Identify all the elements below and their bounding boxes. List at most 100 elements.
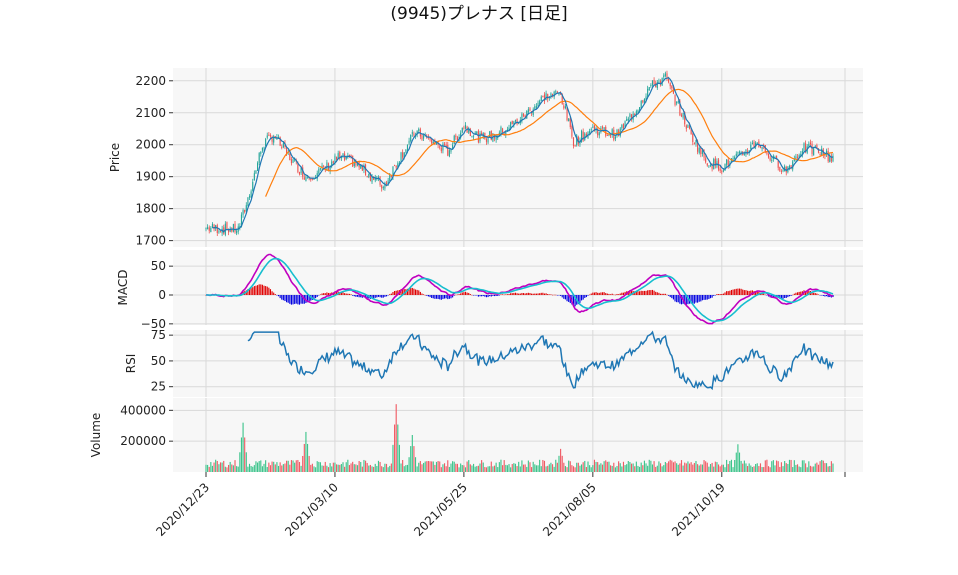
candle-body <box>543 94 546 102</box>
volume-bar <box>332 462 334 472</box>
candle-body <box>682 112 684 118</box>
volume-bar <box>247 466 249 472</box>
candle-body <box>385 182 388 185</box>
candle-body <box>361 165 363 171</box>
candle-body <box>580 130 583 143</box>
volume-bar <box>640 462 642 472</box>
volume-bar <box>748 463 750 472</box>
candle-body <box>769 157 771 161</box>
volume-bar <box>763 467 765 472</box>
candle-body <box>271 136 273 142</box>
volume-bar <box>511 464 513 472</box>
macd-hist-bar <box>635 291 637 295</box>
volume-bar <box>619 463 621 472</box>
macd-hist-bar <box>522 293 525 295</box>
volume-bar <box>318 461 320 472</box>
macd-hist-bar <box>358 295 360 298</box>
volume-bar <box>650 460 652 472</box>
macd-hist-bar <box>779 295 781 299</box>
volume-bar <box>761 467 763 472</box>
volume-bar <box>779 466 781 472</box>
candle-body <box>563 105 565 109</box>
macd-hist-bar <box>824 295 826 297</box>
candle-body <box>253 173 255 181</box>
candle-body <box>626 119 628 121</box>
candle-body <box>813 148 815 156</box>
macd-hist-bar <box>429 295 431 298</box>
volume-bar <box>829 466 831 472</box>
volume-bar <box>347 459 349 472</box>
volume-bar <box>261 466 263 472</box>
candle-body <box>522 113 525 117</box>
volume-bar <box>313 466 315 472</box>
candle-body <box>408 140 410 144</box>
candle-body <box>239 225 241 228</box>
volume-bar <box>297 459 299 472</box>
macd-hist-bar <box>647 290 649 295</box>
macd-hist-bar <box>651 289 654 295</box>
candle-body <box>356 162 359 166</box>
macd-hist-bar <box>274 294 276 295</box>
volume-bar <box>717 464 720 472</box>
candle-body <box>352 155 354 167</box>
candle-body <box>685 125 687 129</box>
macd-hist-bar <box>302 295 304 304</box>
volume-bar <box>695 460 697 472</box>
macd-hist-bar <box>590 293 592 295</box>
macd-hist-bar <box>772 295 774 298</box>
macd-hist-bar <box>268 287 270 295</box>
volume-bar <box>213 462 215 472</box>
candle-body <box>432 141 434 145</box>
macd-hist-bar <box>630 291 633 295</box>
candle-body <box>819 154 821 156</box>
candle-body <box>268 134 270 136</box>
volume-ytick-label: 400000 <box>120 403 166 417</box>
macd-hist-bar <box>435 295 438 299</box>
candle-body <box>534 106 536 109</box>
candle-body <box>502 128 504 133</box>
volume-bar <box>647 465 649 472</box>
candle-body <box>442 143 444 151</box>
candle-body <box>368 173 370 178</box>
macd-hist-bar <box>601 292 604 295</box>
candle-body <box>345 157 347 160</box>
macd-hist-bar <box>247 289 249 295</box>
macd-hist-bar <box>397 290 399 295</box>
candle-body <box>790 165 792 169</box>
macd-hist-bar <box>453 295 455 296</box>
macd-hist-bar <box>456 294 459 296</box>
candle-body <box>697 140 699 152</box>
macd-hist-bar <box>318 295 320 296</box>
volume-bar <box>379 461 381 472</box>
volume-bar <box>817 464 820 472</box>
candle-body <box>584 133 586 140</box>
candle-body <box>713 159 715 170</box>
volume-bar <box>519 466 521 472</box>
volume-bar <box>543 460 546 472</box>
volume-bar <box>323 465 325 472</box>
volume-bar <box>651 464 654 472</box>
macd-hist-bar <box>402 289 404 295</box>
candle-body <box>331 161 333 167</box>
candle-body <box>289 153 291 161</box>
candle-body <box>460 132 462 138</box>
volume-bar <box>516 466 518 472</box>
candle-body <box>334 155 336 163</box>
volume-bar <box>245 452 247 472</box>
candle-body <box>302 167 304 177</box>
volume-bar <box>352 461 354 472</box>
macd-hist-bar <box>816 293 818 295</box>
volume-bar <box>211 465 214 472</box>
candle-body <box>550 93 552 96</box>
macd-hist-bar <box>603 292 605 295</box>
candle-body <box>585 134 587 138</box>
macd-hist-bar <box>589 294 591 296</box>
macd-hist-bar <box>434 295 436 299</box>
macd-hist-bar <box>484 295 486 297</box>
volume-bar <box>463 465 465 472</box>
candle-body <box>687 124 689 128</box>
macd-hist-bar <box>738 288 741 295</box>
macd-hist-bar <box>400 289 402 295</box>
candle-body <box>640 101 642 108</box>
candle-body <box>624 121 626 128</box>
